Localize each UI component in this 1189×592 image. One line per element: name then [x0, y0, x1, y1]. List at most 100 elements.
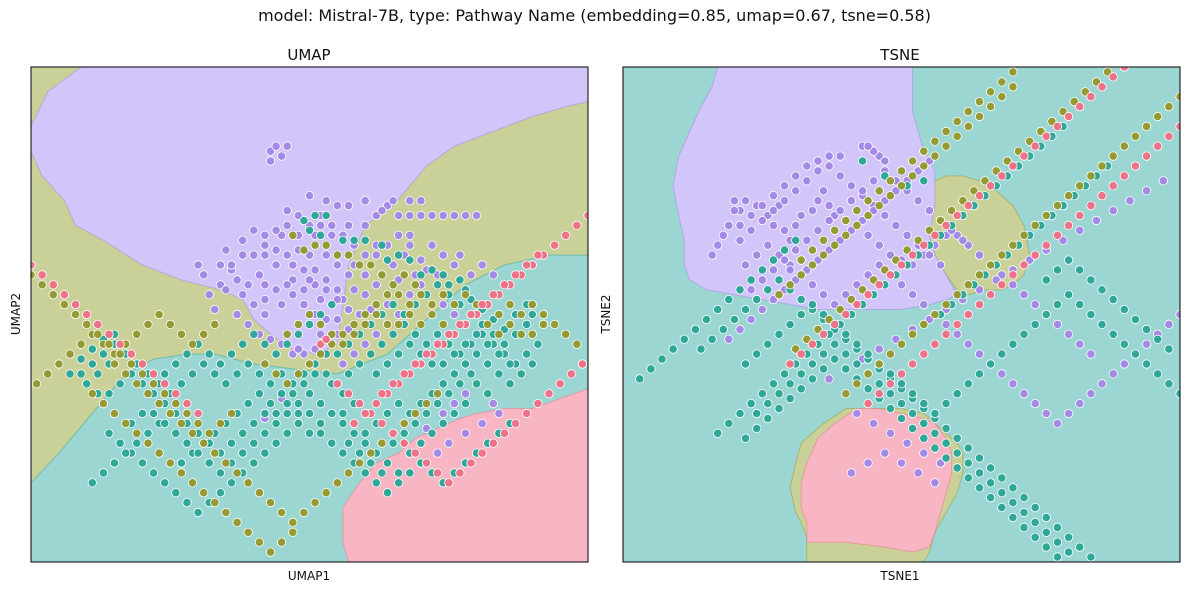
tsne-point-teal	[1075, 299, 1085, 310]
tsne-point-purple	[868, 418, 879, 428]
umap-point-pink	[510, 270, 521, 280]
umap-point-purple	[321, 250, 331, 260]
tsne-point-olive	[863, 369, 873, 379]
umap-point-purple	[360, 250, 370, 260]
umap-point-teal	[354, 448, 365, 458]
tsne-point-purple	[880, 448, 890, 458]
umap-point-purple	[282, 280, 292, 290]
umap-point-olive	[343, 250, 354, 260]
umap-point-teal	[98, 349, 109, 359]
tsne-point-teal	[1142, 324, 1152, 334]
umap-point-purple	[232, 275, 242, 285]
umap-point-olive	[416, 319, 426, 329]
umap-point-teal	[226, 438, 237, 448]
tsne-point-purple	[1052, 418, 1063, 428]
umap-point-olive	[354, 458, 365, 468]
tsne-point-teal	[1064, 255, 1074, 265]
tsne-point-teal	[1041, 527, 1051, 537]
umap-point-teal	[399, 428, 409, 438]
umap-point-purple	[299, 285, 309, 295]
umap-axes-frame	[30, 66, 589, 563]
umap-point-olive	[366, 260, 376, 270]
umap-point-pink	[466, 309, 476, 320]
umap-point-olive	[432, 389, 443, 399]
umap-point-teal	[432, 280, 443, 290]
tsne-point-olive	[830, 225, 840, 235]
umap-point-teal	[249, 418, 259, 428]
umap-point-pink	[488, 438, 498, 448]
tsne-point-olive	[930, 151, 940, 161]
tsne-point-purple	[740, 260, 751, 270]
tsne-point-purple	[1142, 339, 1152, 349]
tsne-point-purple	[818, 290, 829, 300]
umap-point-pink	[555, 379, 565, 389]
umap-point-purple	[315, 294, 326, 305]
tsne-point-teal	[974, 483, 985, 493]
umap-point-purple	[327, 230, 337, 240]
tsne-point-olive	[985, 87, 996, 97]
umap-point-olive	[288, 230, 298, 240]
tsne-point-teal	[930, 408, 940, 419]
umap-point-pink	[572, 220, 582, 230]
tsne-point-purple	[902, 438, 912, 448]
umap-point-teal	[505, 379, 515, 389]
tsne-point-purple	[791, 171, 801, 181]
umap-point-teal	[466, 369, 476, 379]
tsne-point-teal	[907, 389, 918, 399]
tsne-point-purple	[913, 196, 923, 206]
umap-point-olive	[59, 299, 70, 310]
umap-point-pink	[388, 428, 398, 438]
tsne-point-pink	[807, 339, 818, 349]
tsne-point-purple	[880, 210, 890, 221]
tsne-point-olive	[997, 92, 1007, 102]
tsne-point-purple	[1064, 329, 1074, 339]
umap-point-teal	[271, 408, 281, 419]
tsne-point-olive	[1075, 181, 1085, 191]
umap-point-olive	[104, 339, 114, 349]
umap-point-olive	[210, 319, 220, 329]
umap-point-olive	[43, 369, 53, 379]
tsne-point-teal	[852, 339, 862, 349]
tsne-point-purple	[707, 250, 717, 260]
tsne-point-purple	[807, 206, 818, 216]
umap-point-purple	[427, 240, 437, 250]
umap-point-teal	[393, 478, 404, 488]
umap-point-teal	[293, 329, 303, 339]
umap-point-teal	[193, 507, 203, 518]
tsne-points	[635, 67, 1180, 562]
umap-point-olive	[276, 507, 287, 518]
umap-point-teal	[377, 468, 387, 478]
tsne-point-teal	[863, 384, 873, 394]
tsne-point-teal	[1064, 532, 1074, 542]
tsne-point-teal	[679, 334, 689, 344]
umap-point-teal	[438, 359, 448, 369]
tsne-point-pink	[796, 349, 806, 359]
umap-point-olive	[516, 309, 526, 320]
umap-point-teal	[115, 438, 125, 448]
tsne-point-olive	[930, 136, 940, 146]
tsne-point-teal	[796, 294, 806, 305]
umap-point-pink	[421, 349, 432, 359]
umap-point-teal	[338, 408, 348, 419]
umap-point-purple	[199, 270, 209, 280]
tsne-point-olive	[896, 339, 907, 349]
umap-point-olive	[199, 329, 209, 339]
umap-point-pink	[544, 389, 554, 399]
umap-point-teal	[98, 468, 109, 478]
tsne-point-pink	[1030, 250, 1040, 260]
umap-point-purple	[271, 225, 281, 235]
umap-point-purple	[321, 275, 331, 285]
umap-point-olive	[527, 329, 537, 339]
tsne-point-olive	[1086, 171, 1096, 181]
tsne-point-purple	[963, 339, 973, 349]
tsne-point-purple	[813, 225, 823, 235]
tsne-point-purple	[874, 240, 884, 250]
tsne-x-axis-label: TSNE1	[879, 569, 919, 583]
tsne-point-teal	[1164, 344, 1174, 354]
umap-point-pink	[466, 458, 476, 468]
umap-point-teal	[527, 309, 537, 320]
umap-point-purple	[249, 225, 259, 235]
tsne-point-teal	[974, 453, 985, 463]
tsne-point-teal	[1030, 517, 1040, 528]
tsne-point-teal	[974, 369, 985, 379]
